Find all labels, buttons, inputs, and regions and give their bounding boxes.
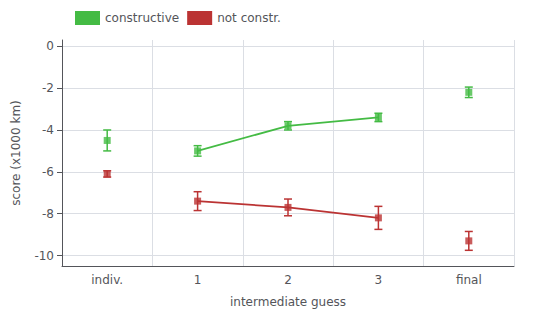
svg-text:0: 0 (46, 39, 54, 53)
svg-text:-6: -6 (42, 165, 54, 179)
svg-text:constructive: constructive (105, 11, 179, 25)
svg-text:score (x1000 km): score (x1000 km) (9, 100, 23, 206)
svg-text:-2: -2 (42, 81, 54, 95)
svg-text:1: 1 (194, 273, 202, 287)
svg-text:-8: -8 (42, 207, 54, 221)
svg-text:2: 2 (284, 273, 292, 287)
svg-text:intermediate guess: intermediate guess (230, 295, 346, 309)
svg-text:-10: -10 (34, 249, 54, 263)
svg-text:not constr.: not constr. (217, 11, 281, 25)
svg-text:3: 3 (375, 273, 383, 287)
svg-text:-4: -4 (42, 123, 54, 137)
svg-text:final: final (456, 273, 482, 287)
svg-text:indiv.: indiv. (91, 273, 123, 287)
